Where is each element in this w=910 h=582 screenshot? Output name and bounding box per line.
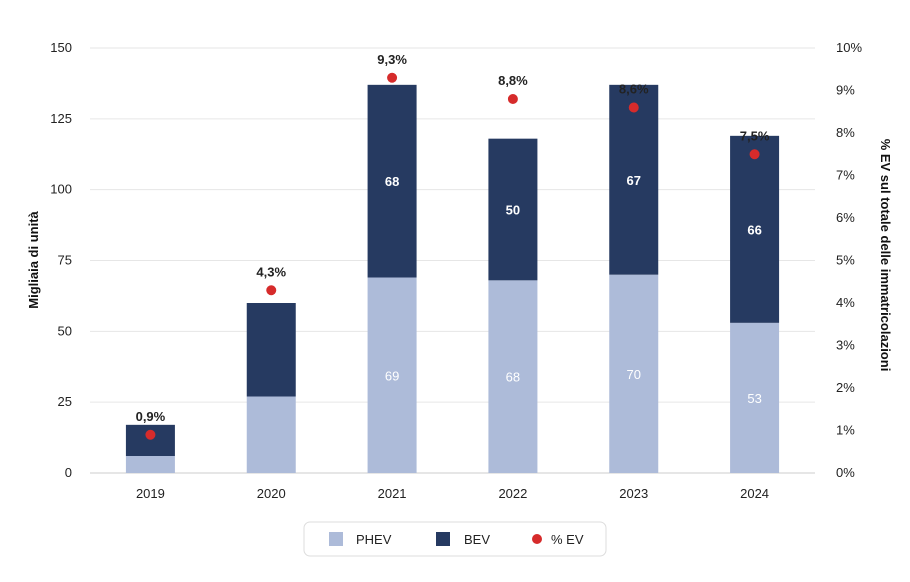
bar-phev <box>367 277 417 473</box>
ev-percentage-label: 4,3% <box>256 264 286 279</box>
y2-tick-label: 0% <box>836 465 855 480</box>
legend-label-bev: BEV <box>464 532 490 547</box>
left-axis-ticks: 0 25 50 75 100 125 150 <box>50 40 72 480</box>
ev-percentage-point <box>266 285 277 296</box>
x-tick-label: 2022 <box>498 486 527 501</box>
legend-label-phev: PHEV <box>356 532 392 547</box>
bar-phev <box>730 322 780 473</box>
legend-marker-ev <box>532 534 542 544</box>
ev-percentage-label: 8,8% <box>498 73 528 88</box>
y-tick-label: 0 <box>65 465 72 480</box>
ev-percentage-label: 9,3% <box>377 52 407 67</box>
ev-percentage-point <box>628 102 639 113</box>
right-axis-ticks: 0% 1% 2% 3% 4% 5% 6% 7% 8% 9% 10% <box>836 40 862 480</box>
y-tick-label: 100 <box>50 182 72 197</box>
bar-value-label-bev: 50 <box>506 203 520 218</box>
y2-tick-label: 5% <box>836 253 855 268</box>
legend-box <box>303 521 607 557</box>
ev-percentage-label: 7,5% <box>740 128 770 143</box>
ev-percentage-point <box>749 149 760 160</box>
x-tick-label: 2024 <box>740 486 769 501</box>
ev-percentage-point <box>387 72 398 83</box>
x-axis-ticks: 2019 2020 2021 2022 2023 2024 <box>136 486 769 501</box>
ev-percentage-point <box>507 94 518 104</box>
bar-bev <box>367 84 417 278</box>
y2-tick-label: 3% <box>836 338 855 353</box>
bar-phev <box>125 456 175 473</box>
y2-tick-label: 1% <box>836 423 855 438</box>
bar-value-label-phev: 70 <box>627 367 641 382</box>
bar-bev <box>125 424 175 456</box>
legend-label-ev: % EV <box>551 532 584 547</box>
bar-phev <box>609 274 659 473</box>
x-tick-label: 2021 <box>378 486 407 501</box>
y2-tick-label: 9% <box>836 83 855 98</box>
y2-tick-label: 4% <box>836 295 855 310</box>
bar-bev <box>488 138 538 281</box>
y-tick-label: 75 <box>58 253 72 268</box>
ev-percentage-label: 8,6% <box>619 82 649 97</box>
bar-bev <box>246 303 296 397</box>
y2-tick-label: 7% <box>836 168 855 183</box>
ev-percentage-label: 0,9% <box>136 409 166 424</box>
bar-value-label-phev: 69 <box>385 368 399 383</box>
x-tick-label: 2020 <box>257 486 286 501</box>
y2-tick-label: 10% <box>836 40 862 55</box>
x-tick-label: 2019 <box>136 486 165 501</box>
bar-value-label-phev: 53 <box>747 391 761 406</box>
y2-axis-title: % EV sul totale delle immatricolazioni <box>878 139 893 372</box>
y-tick-label: 25 <box>58 394 72 409</box>
ev-percentage-point <box>145 429 156 440</box>
bar-bev <box>730 135 780 323</box>
bar-phev <box>246 396 296 473</box>
legend-swatch-phev <box>329 532 343 546</box>
ev-percentage-points: 0,9% 4,3% 9,3% 8,8% 8,6% 7,5% <box>136 52 770 440</box>
y2-tick-label: 6% <box>836 210 855 225</box>
y2-tick-label: 2% <box>836 380 855 395</box>
bar-value-label-phev: 68 <box>506 370 520 385</box>
y-tick-label: 150 <box>50 40 72 55</box>
y-tick-label: 50 <box>58 323 72 338</box>
bar-value-label-bev: 68 <box>385 174 399 189</box>
gridlines <box>90 47 815 474</box>
legend: PHEV BEV % EV <box>303 521 607 557</box>
bar-phev <box>488 280 538 473</box>
bar-value-label-bev: 66 <box>747 222 761 237</box>
bar-value-label-bev: 67 <box>627 173 641 188</box>
bars: 69 68 68 50 70 67 53 66 <box>125 84 780 473</box>
x-tick-label: 2023 <box>619 486 648 501</box>
y2-tick-label: 8% <box>836 125 855 140</box>
bar-bev <box>609 84 659 275</box>
y-tick-label: 125 <box>50 111 72 126</box>
y-axis-title: Migliaia di unità <box>26 210 41 308</box>
legend-swatch-bev <box>436 532 450 546</box>
